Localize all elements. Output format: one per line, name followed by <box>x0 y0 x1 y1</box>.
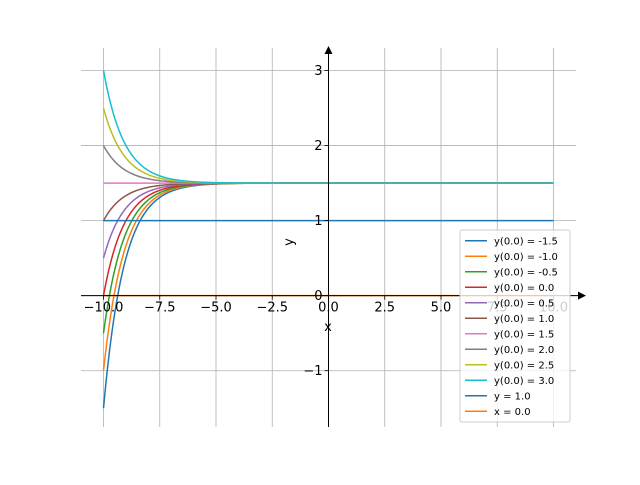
legend-entry: y(0.0) = 0.0 <box>494 283 554 294</box>
x-tick-label: −2.5 <box>256 301 288 316</box>
y-axis-arrow <box>324 46 333 54</box>
x-tick-label: −10.0 <box>84 301 124 316</box>
x-axis-label: x <box>324 320 332 335</box>
legend-entry: y(0.0) = -1.5 <box>494 236 558 247</box>
legend-entry: y(0.0) = 1.5 <box>494 329 554 340</box>
legend-entry: y(0.0) = -0.5 <box>494 267 558 278</box>
y-tick-label: 0 <box>314 289 322 304</box>
x-tick-label: −7.5 <box>144 301 176 316</box>
x-tick-label: −5.0 <box>200 301 232 316</box>
y-tick-label: 1 <box>314 214 322 229</box>
y-tick-label: −1 <box>303 364 322 379</box>
legend-entry: y(0.0) = -1.0 <box>494 252 558 263</box>
y-tick-label: 2 <box>314 139 322 154</box>
legend-entry: y(0.0) = 3.0 <box>494 376 554 387</box>
legend-entry: y(0.0) = 2.5 <box>494 360 554 371</box>
legend-entry: y(0.0) = 2.0 <box>494 345 554 356</box>
x-tick-label: 2.5 <box>374 301 395 316</box>
y-tick-label: 3 <box>314 64 322 79</box>
legend-entry: y = 1.0 <box>494 391 531 402</box>
x-axis-arrow <box>578 291 586 300</box>
legend-entry: y(0.0) = 0.5 <box>494 298 554 309</box>
y-axis-label: y <box>282 238 297 246</box>
legend: y(0.0) = -1.5 y(0.0) = -1.0 y(0.0) = -0.5 y… <box>459 229 571 423</box>
legend-entry: x = 0.0 <box>494 407 531 418</box>
legend-entry: y(0.0) = 1.0 <box>494 314 554 325</box>
x-tick-label: 5.0 <box>431 301 452 316</box>
x-tick-label: 0.0 <box>318 301 339 316</box>
legend-box <box>459 229 571 423</box>
